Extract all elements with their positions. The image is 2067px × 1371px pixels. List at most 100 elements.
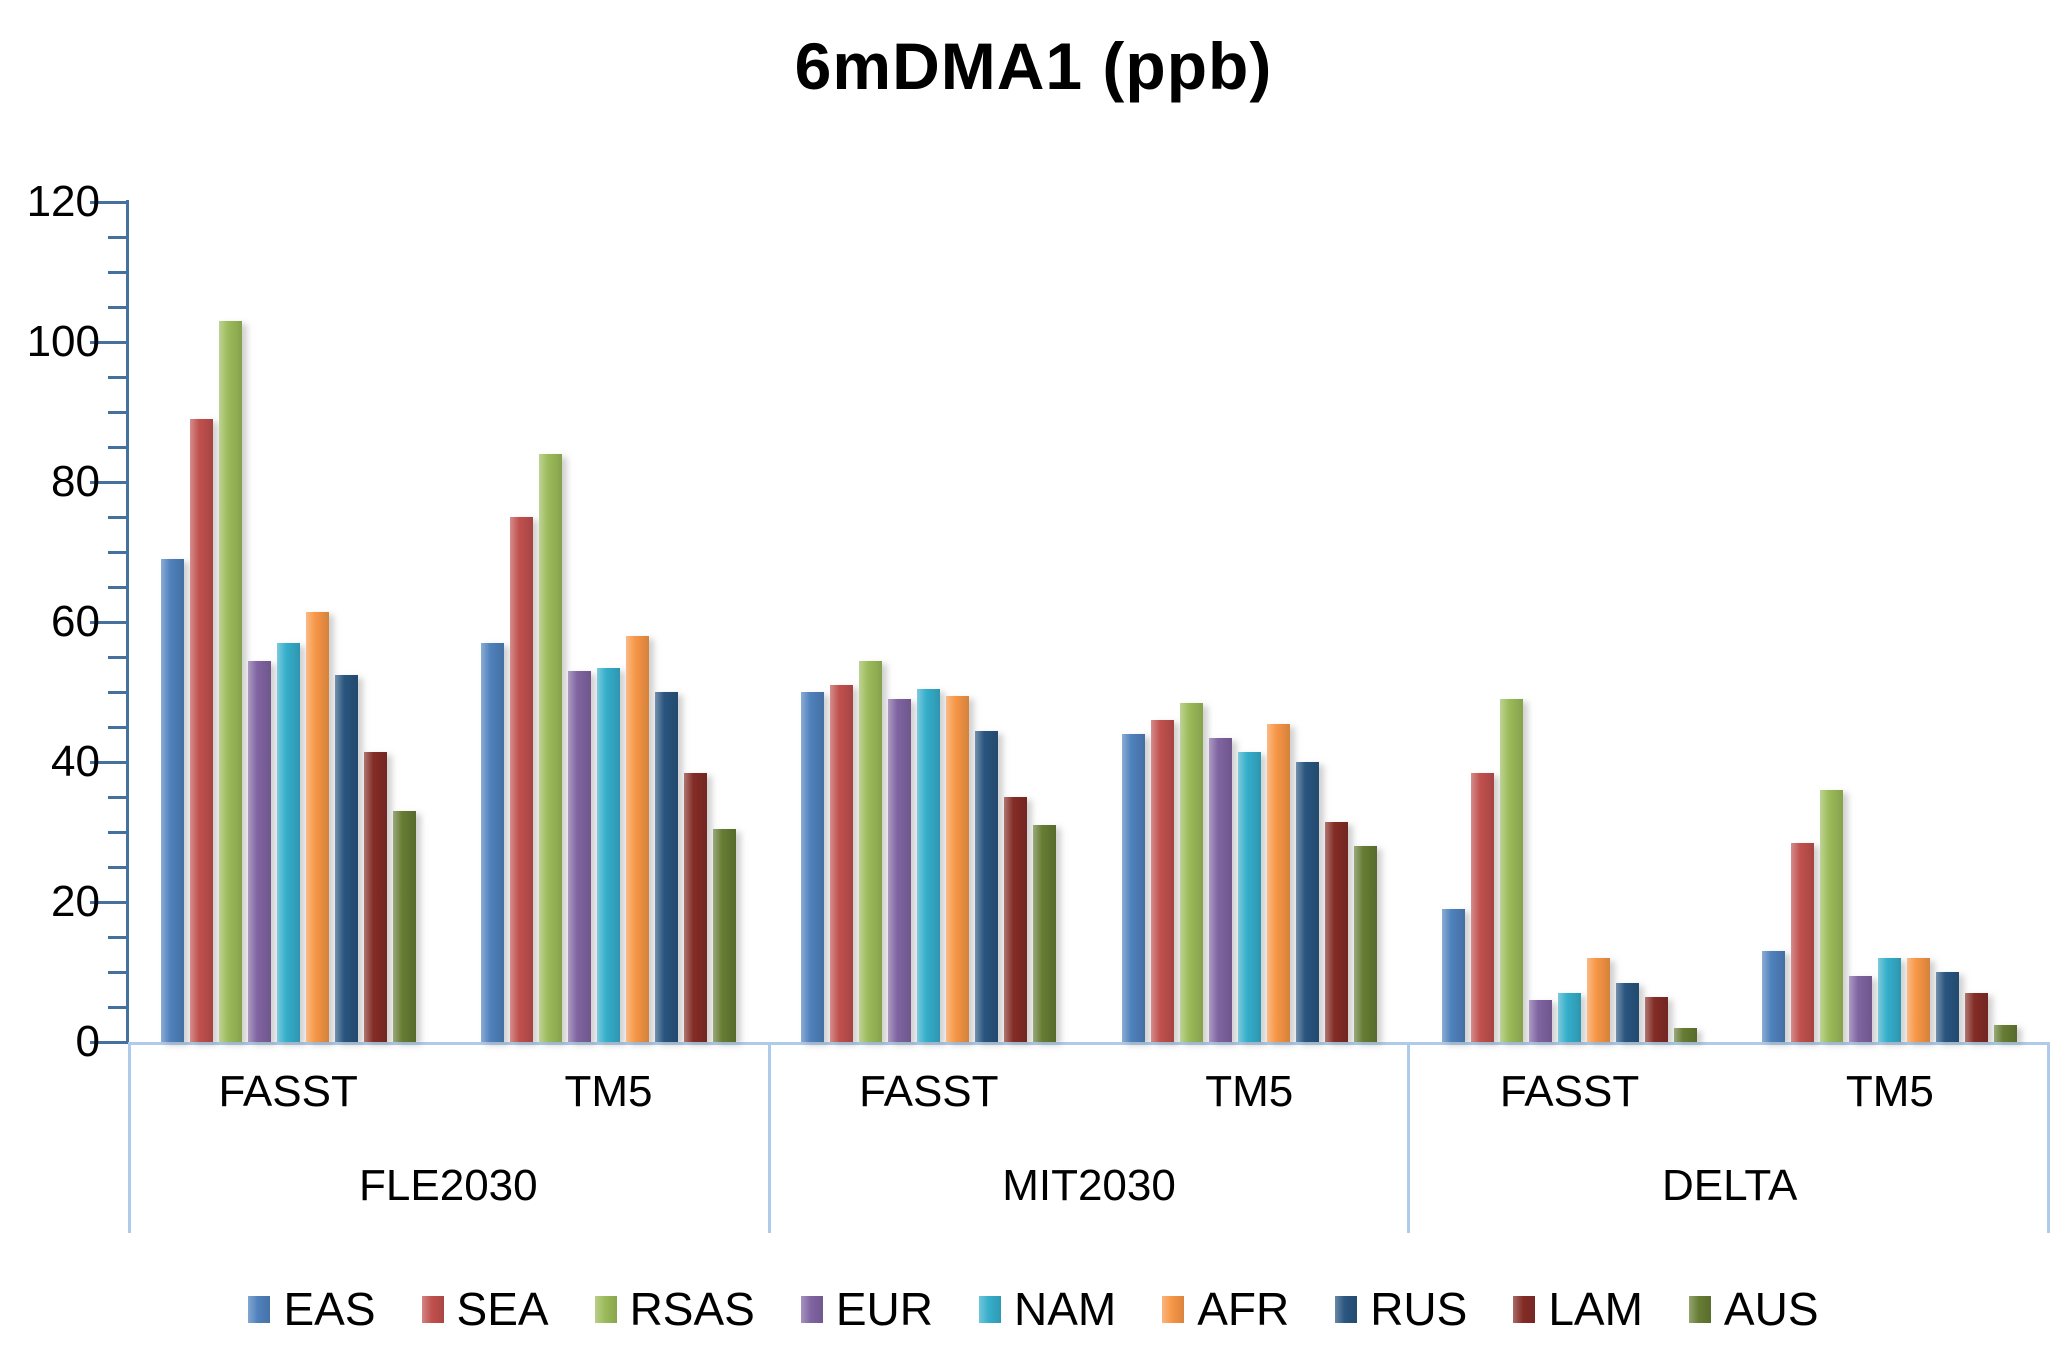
bar-AUS-FLE2030-TM5 [713, 828, 737, 1042]
scenario-label-DELTA: DELTA [1662, 1161, 1798, 1210]
bar-RSAS-MIT2030-TM5 [1179, 702, 1203, 1042]
bar-RUS-MIT2030-TM5 [1295, 762, 1319, 1042]
bar-AFR-DELTA-TM5 [1907, 958, 1931, 1042]
bar-EUR-DELTA-FASST [1529, 1000, 1553, 1042]
y-minor-tick [108, 586, 128, 589]
bar-SEA-FLE2030-FASST [189, 419, 213, 1042]
y-minor-tick [108, 446, 128, 449]
bar-group-MIT2030-TM5 [1089, 202, 1409, 1042]
separator-line [128, 1045, 131, 1233]
legend-label-EAS: EAS [283, 1283, 376, 1335]
y-minor-tick [108, 796, 128, 799]
bar-EAS-FLE2030-TM5 [481, 643, 505, 1042]
x-axis-labels: FASST TM5 FLE2030 FASST TM5 MIT2030 FASST TM5 DE… [128, 1045, 2050, 1233]
bar-SEA-MIT2030-TM5 [1150, 720, 1174, 1042]
x-section-DELTA: FASST TM5 DELTA [1409, 1045, 2050, 1233]
bar-NAM-FLE2030-FASST [276, 643, 300, 1042]
y-major-tick [90, 201, 128, 204]
y-tick-label: 80 [51, 457, 100, 506]
y-minor-tick [108, 726, 128, 729]
bar-RSAS-DELTA-FASST [1500, 699, 1524, 1042]
y-minor-tick [108, 691, 128, 694]
bar-AUS-MIT2030-FASST [1033, 825, 1057, 1042]
legend-item-LAM: LAM [1513, 1282, 1643, 1336]
bar-AFR-FLE2030-FASST [305, 611, 329, 1042]
bar-LAM-FLE2030-TM5 [684, 772, 708, 1042]
y-minor-tick [108, 516, 128, 519]
y-minor-tick [108, 656, 128, 659]
bar-SEA-MIT2030-FASST [830, 685, 854, 1042]
bar-NAM-MIT2030-TM5 [1237, 751, 1261, 1042]
bar-AFR-MIT2030-TM5 [1266, 723, 1290, 1042]
y-tick-label: 20 [51, 877, 100, 926]
bar-RUS-DELTA-TM5 [1936, 972, 1960, 1042]
bar-group-DELTA-FASST [1409, 202, 1729, 1042]
bar-RSAS-DELTA-TM5 [1820, 790, 1844, 1042]
y-major-tick [90, 1041, 128, 1044]
legend-swatch-NAM [978, 1295, 1001, 1323]
bar-AUS-FLE2030-FASST [392, 811, 416, 1042]
bar-group-DELTA-TM5 [1730, 202, 2050, 1042]
model-label-TM5: TM5 [1845, 1067, 1934, 1116]
model-label-TM5: TM5 [1205, 1067, 1294, 1116]
model-label-FASST: FASST [218, 1067, 358, 1116]
bar-RSAS-FLE2030-TM5 [539, 454, 563, 1042]
legend: EAS SEA RSAS EUR NAM AFR RUS LAM AUS [0, 1282, 2067, 1336]
separator-line [1407, 1045, 1411, 1233]
legend-label-AUS: AUS [1723, 1283, 1819, 1335]
legend-swatch-EAS [248, 1295, 271, 1323]
y-major-tick [90, 901, 128, 904]
bar-EAS-DELTA-TM5 [1762, 951, 1786, 1042]
legend-item-RUS: RUS [1335, 1282, 1467, 1336]
bar-AFR-DELTA-FASST [1587, 958, 1611, 1042]
bar-NAM-DELTA-TM5 [1878, 958, 1902, 1042]
model-label-FASST: FASST [859, 1067, 999, 1116]
bar-LAM-MIT2030-TM5 [1324, 821, 1348, 1042]
y-minor-tick [108, 551, 128, 554]
y-tick-label: 100 [26, 317, 100, 366]
x-axis-sections: FASST TM5 FLE2030 FASST TM5 MIT2030 FASST TM5 DE… [128, 1045, 2050, 1233]
scenario-section-MIT2030 [769, 202, 1410, 1042]
bar-EAS-DELTA-FASST [1442, 909, 1466, 1042]
y-tick-label: 40 [51, 737, 100, 786]
separator-line [767, 1045, 771, 1233]
bar-AUS-DELTA-FASST [1674, 1028, 1698, 1042]
legend-swatch-SEA [421, 1295, 444, 1323]
bar-AUS-DELTA-TM5 [1994, 1024, 2018, 1042]
scenario-label-MIT2030: MIT2030 [1002, 1161, 1176, 1210]
bar-SEA-FLE2030-TM5 [510, 517, 534, 1042]
y-major-tick [90, 341, 128, 344]
bar-RSAS-FLE2030-FASST [218, 321, 242, 1042]
bar-LAM-DELTA-FASST [1645, 996, 1669, 1042]
scenario-section-FLE2030 [128, 202, 769, 1042]
bar-EUR-MIT2030-TM5 [1208, 737, 1232, 1042]
y-minor-tick [108, 936, 128, 939]
bar-AFR-MIT2030-FASST [946, 695, 970, 1042]
bar-EUR-MIT2030-FASST [888, 699, 912, 1042]
y-major-tick [90, 621, 128, 624]
legend-item-RSAS: RSAS [594, 1282, 755, 1336]
y-minor-tick [108, 376, 128, 379]
bar-RSAS-MIT2030-FASST [859, 660, 883, 1042]
y-minor-tick [108, 866, 128, 869]
plot-area [128, 202, 2050, 1045]
y-minor-tick [108, 236, 128, 239]
bar-EUR-FLE2030-TM5 [568, 671, 592, 1042]
chart-title: 6mDMA1 (ppb) [794, 29, 1273, 103]
separator-line [2047, 1045, 2050, 1233]
x-section-FLE2030: FASST TM5 FLE2030 [128, 1045, 769, 1233]
bar-LAM-MIT2030-FASST [1004, 797, 1028, 1042]
model-label-row: FASST TM5 [769, 1045, 1410, 1139]
bar-RUS-MIT2030-FASST [975, 730, 999, 1042]
legend-swatch-EUR [800, 1295, 823, 1323]
legend-item-AUS: AUS [1688, 1282, 1819, 1336]
legend-item-AFR: AFR [1162, 1282, 1289, 1336]
bar-EAS-MIT2030-FASST [801, 692, 825, 1042]
y-minor-tick [108, 971, 128, 974]
y-minor-tick [108, 1006, 128, 1009]
bar-EAS-MIT2030-TM5 [1121, 734, 1145, 1042]
legend-label-NAM: NAM [1013, 1283, 1117, 1335]
y-tick-label: 120 [26, 177, 100, 226]
legend-item-EAS: EAS [248, 1282, 376, 1336]
y-tick-label: 0 [75, 1017, 100, 1066]
